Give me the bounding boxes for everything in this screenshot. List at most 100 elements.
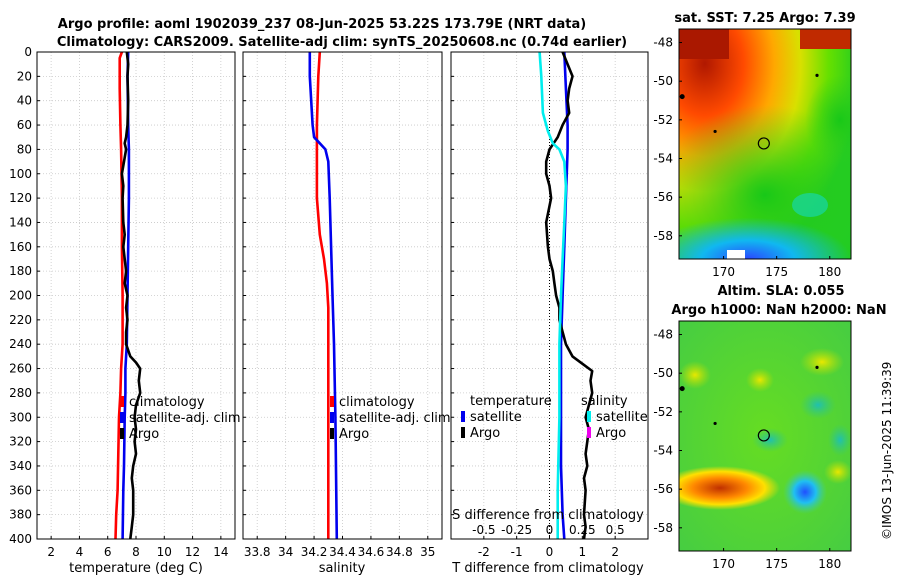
- legend-title-temperature: temperature: [470, 394, 552, 409]
- y-tick-label: 360: [9, 483, 32, 497]
- y-tick-label: 280: [9, 386, 32, 400]
- legend-swatch-argo: [330, 428, 334, 439]
- map-y-tick-label: -56: [653, 482, 673, 496]
- sla-map-frame: [678, 320, 852, 552]
- difference-tick-labels: -2 -1 0 1 2: [451, 51, 619, 559]
- map-y-tick-label: -52: [653, 113, 673, 127]
- series-line-climatology: [315, 51, 330, 539]
- legend-label-s-satellite: satellite: [596, 410, 648, 425]
- x-tick-label: 34.6: [358, 545, 385, 559]
- x-tick-label: 2: [611, 545, 619, 559]
- x-tick-label: 2: [47, 545, 55, 559]
- legend-swatch-t-satellite: [461, 411, 465, 422]
- x-tick-label: 10: [157, 545, 172, 559]
- salinity-legend: climatology satellite-adj. clim Argo: [330, 395, 451, 442]
- series-line-t-satellite: [559, 51, 569, 540]
- legend-title-salinity: salinity: [581, 394, 628, 409]
- map-x-tick-label: 180: [818, 557, 841, 571]
- sla-high-center: [746, 368, 774, 392]
- legend-swatch-satellite: [120, 412, 124, 423]
- map-x-tick-label: 180: [818, 265, 841, 279]
- x-tick-label: 1: [579, 545, 587, 559]
- difference-top-tick-labels: -0.5 -0.25 0 0.25 0.5: [472, 523, 625, 537]
- sst-green-patch-east: [805, 75, 851, 165]
- y-tick-label: 100: [9, 167, 32, 181]
- y-tick-label: 400: [9, 532, 32, 546]
- legend-label-climatology: climatology: [129, 395, 205, 410]
- series-line-s-satellite: [538, 51, 568, 539]
- top-tick-label: -0.5: [472, 523, 495, 537]
- nearby-profile-dot: [679, 94, 685, 100]
- sla-teal-eddy: [800, 391, 836, 419]
- difference-top-label: S difference from climatology: [452, 508, 644, 523]
- nearby-profile-dot: [815, 365, 819, 369]
- sla-tick-labels: -48 -50 -52 -54 -56 -58 170 175 180: [653, 328, 841, 571]
- x-tick-label: 34.8: [386, 545, 413, 559]
- y-tick-label: 140: [9, 215, 32, 229]
- legend-label-argo: Argo: [339, 427, 369, 442]
- temperature-grid: [37, 51, 235, 540]
- sst-map-frame: [678, 28, 852, 260]
- legend-label-satellite: satellite-adj. clim: [129, 411, 241, 426]
- series-line-climatology: [114, 51, 124, 540]
- map-y-tick-label: -56: [653, 190, 673, 204]
- map-y-tick-label: -58: [653, 521, 673, 535]
- x-tick-label: -2: [478, 545, 490, 559]
- x-tick-label: -1: [511, 545, 523, 559]
- temperature-legend: climatology satellite-adj. clim Argo: [120, 395, 241, 442]
- top-tick-label: 0: [546, 523, 554, 537]
- argo-profile-marker: [757, 429, 770, 442]
- x-tick-label: 35: [420, 545, 435, 559]
- y-tick-label: 160: [9, 240, 32, 254]
- series-line-argo: [120, 51, 142, 540]
- map-y-tick-label: -48: [653, 328, 673, 342]
- legend-label-t-satellite: satellite: [470, 410, 522, 425]
- difference-legend: temperature salinity satellite Argo sate…: [461, 394, 648, 441]
- top-tick-label: -0.25: [501, 523, 532, 537]
- sla-field: [679, 321, 851, 551]
- temperature-tick-labels: 0 20 40 60 80 100 120 140 160 180 200 220 240 260 280 3…: [9, 45, 228, 559]
- top-tick-label: 0.25: [569, 523, 596, 537]
- salinity-x-label: salinity: [319, 561, 366, 576]
- legend-label-s-argo: Argo: [596, 426, 626, 441]
- sst-warm-core-east: [800, 29, 851, 49]
- y-tick-label: 0: [24, 45, 32, 59]
- y-tick-label: 320: [9, 435, 32, 449]
- legend-swatch-s-argo: [587, 427, 591, 438]
- x-tick-label: 0: [546, 545, 554, 559]
- sst-warm-core: [679, 29, 729, 59]
- figure-title-line2: Climatology: CARS2009. Satellite-adj cli…: [57, 35, 627, 50]
- legend-swatch-argo: [120, 428, 124, 439]
- y-tick-label: 220: [9, 313, 32, 327]
- map-x-tick-label: 170: [712, 557, 735, 571]
- legend-swatch-climatology: [120, 396, 124, 407]
- salinity-grid: [243, 51, 442, 540]
- salinity-profile-panel: 33.8 34 34.2 34.4 34.6 34.8 35 salinity climat…: [242, 51, 451, 576]
- legend-label-argo: Argo: [129, 427, 159, 442]
- sla-teal-center: [752, 428, 788, 452]
- sst-missing-data: [727, 250, 745, 259]
- nearby-profile-dot: [815, 73, 819, 77]
- legend-label-t-argo: Argo: [470, 426, 500, 441]
- legend-swatch-satellite: [330, 412, 334, 423]
- map-y-tick-label: -54: [653, 151, 673, 165]
- legend-label-satellite: satellite-adj. clim: [339, 411, 451, 426]
- map-y-tick-label: -50: [653, 74, 673, 88]
- series-line-satellite-adj-clim: [308, 52, 339, 540]
- y-tick-label: 180: [9, 264, 32, 278]
- sst-cool-eddy: [792, 193, 828, 217]
- sla-teal-eddy-east: [828, 424, 851, 456]
- sla-map-panel: Altim. SLA: 0.055 Argo h1000: NaN h2000:…: [653, 284, 886, 571]
- salinity-tick-labels: 33.8 34 34.2 34.4 34.6 34.8 35: [243, 51, 435, 559]
- nearby-profile-dot: [679, 386, 685, 392]
- y-tick-label: 60: [17, 118, 32, 132]
- map-y-tick-label: -52: [653, 405, 673, 419]
- sla-high-west: [679, 361, 711, 389]
- figure-title-line1: Argo profile: aoml 1902039_237 08-Jun-20…: [58, 17, 586, 32]
- argo-profile-marker: [757, 137, 770, 150]
- y-tick-label: 300: [9, 410, 32, 424]
- sst-tick-labels: -48 -50 -52 -54 -56 -58 170 175 180: [653, 36, 841, 279]
- x-tick-label: 33.8: [244, 545, 271, 559]
- x-tick-label: 8: [132, 545, 140, 559]
